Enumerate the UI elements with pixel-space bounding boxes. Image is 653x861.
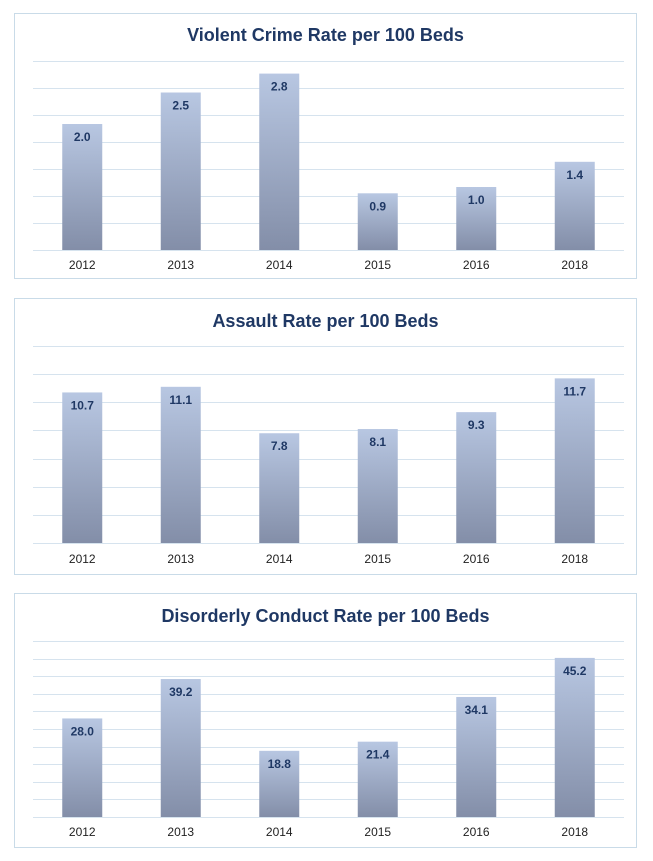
violent-crime-x-tick-2015: 2015 xyxy=(364,258,391,272)
violent-crime-chart: Violent Crime Rate per 100 Beds 2.0 2012 2.… xyxy=(33,25,624,272)
assault-data-label-2018: 11.7 xyxy=(563,384,586,398)
assault-bar-2015 xyxy=(357,429,398,543)
disorderly-conduct-data-label-2013: 39.2 xyxy=(169,685,193,699)
assault-data-label-2014: 7.8 xyxy=(271,439,288,453)
disorderly-conduct-x-tick-2012: 2012 xyxy=(69,825,96,839)
disorderly-conduct-bar-2012 xyxy=(62,718,103,817)
violent-crime-data-label-2018: 1.4 xyxy=(566,168,583,182)
violent-crime-x-tick-2012: 2012 xyxy=(69,258,96,272)
assault-bar-2018 xyxy=(554,378,595,543)
disorderly-conduct-data-label-2015: 21.4 xyxy=(366,748,390,762)
disorderly-conduct-data-label-2016: 34.1 xyxy=(465,703,489,717)
violent-crime-data-label-2013: 2.5 xyxy=(172,99,189,113)
violent-crime-bar-2013 xyxy=(160,92,201,250)
violent-crime-bar-2016 xyxy=(456,187,497,250)
violent-crime-x-tick-2016: 2016 xyxy=(463,258,490,272)
violent-crime-data-label-2014: 2.8 xyxy=(271,80,288,94)
disorderly-conduct-x-tick-2015: 2015 xyxy=(364,825,391,839)
violent-crime-data-label-2016: 1.0 xyxy=(468,193,485,207)
assault-data-label-2015: 8.1 xyxy=(369,435,386,449)
disorderly-conduct-bar-2015 xyxy=(357,741,398,817)
violent-crime-x-tick-2018: 2018 xyxy=(561,258,588,272)
disorderly-conduct-bar-2018 xyxy=(554,657,595,817)
assault-data-label-2012: 10.7 xyxy=(71,398,95,412)
disorderly-conduct-bar-2016 xyxy=(456,696,497,817)
violent-crime-chart-panel: Violent Crime Rate per 100 Beds 2.0 2012 2.… xyxy=(14,13,637,279)
assault-chart: Assault Rate per 100 Beds 10.7 2012 11.1 201… xyxy=(33,311,624,566)
assault-bar-2012 xyxy=(62,392,103,543)
violent-crime-bar-2018 xyxy=(554,161,595,250)
violent-crime-bar-2015 xyxy=(357,193,398,250)
disorderly-conduct-data-label-2012: 28.0 xyxy=(71,724,95,738)
assault-bar-2016 xyxy=(456,412,497,543)
assault-data-label-2016: 9.3 xyxy=(468,418,485,432)
disorderly-conduct-chart: Disorderly Conduct Rate per 100 Beds 28.0… xyxy=(33,606,624,839)
violent-crime-x-tick-2014: 2014 xyxy=(266,258,293,272)
disorderly-conduct-data-label-2018: 45.2 xyxy=(563,664,587,678)
disorderly-conduct-x-tick-2013: 2013 xyxy=(167,825,194,839)
disorderly-conduct-x-tick-2014: 2014 xyxy=(266,825,293,839)
violent-crime-bar-2012 xyxy=(62,124,103,250)
violent-crime-bar-2014 xyxy=(259,73,300,250)
disorderly-conduct-x-tick-2018: 2018 xyxy=(561,825,588,839)
assault-data-label-2013: 11.1 xyxy=(169,393,192,407)
assault-chart-title: Assault Rate per 100 Beds xyxy=(212,311,438,331)
assault-bar-2014 xyxy=(259,433,300,543)
assault-x-tick-2015: 2015 xyxy=(364,552,391,566)
assault-x-tick-2014: 2014 xyxy=(266,552,293,566)
violent-crime-x-tick-2013: 2013 xyxy=(167,258,194,272)
assault-x-tick-2018: 2018 xyxy=(561,552,588,566)
assault-x-tick-2016: 2016 xyxy=(463,552,490,566)
assault-x-tick-2012: 2012 xyxy=(69,552,96,566)
violent-crime-data-label-2012: 2.0 xyxy=(74,130,91,144)
disorderly-conduct-data-label-2014: 18.8 xyxy=(268,757,292,771)
disorderly-conduct-chart-panel: Disorderly Conduct Rate per 100 Beds 28.0… xyxy=(14,593,637,848)
disorderly-conduct-bar-2014 xyxy=(259,750,300,817)
disorderly-conduct-chart-title: Disorderly Conduct Rate per 100 Beds xyxy=(161,606,489,626)
assault-bar-2013 xyxy=(160,386,201,543)
disorderly-conduct-bar-2013 xyxy=(160,679,201,817)
disorderly-conduct-x-tick-2016: 2016 xyxy=(463,825,490,839)
assault-chart-panel: Assault Rate per 100 Beds 10.7 2012 11.1 201… xyxy=(14,298,637,575)
violent-crime-chart-title: Violent Crime Rate per 100 Beds xyxy=(187,25,464,45)
assault-x-tick-2013: 2013 xyxy=(167,552,194,566)
violent-crime-data-label-2015: 0.9 xyxy=(369,199,386,213)
